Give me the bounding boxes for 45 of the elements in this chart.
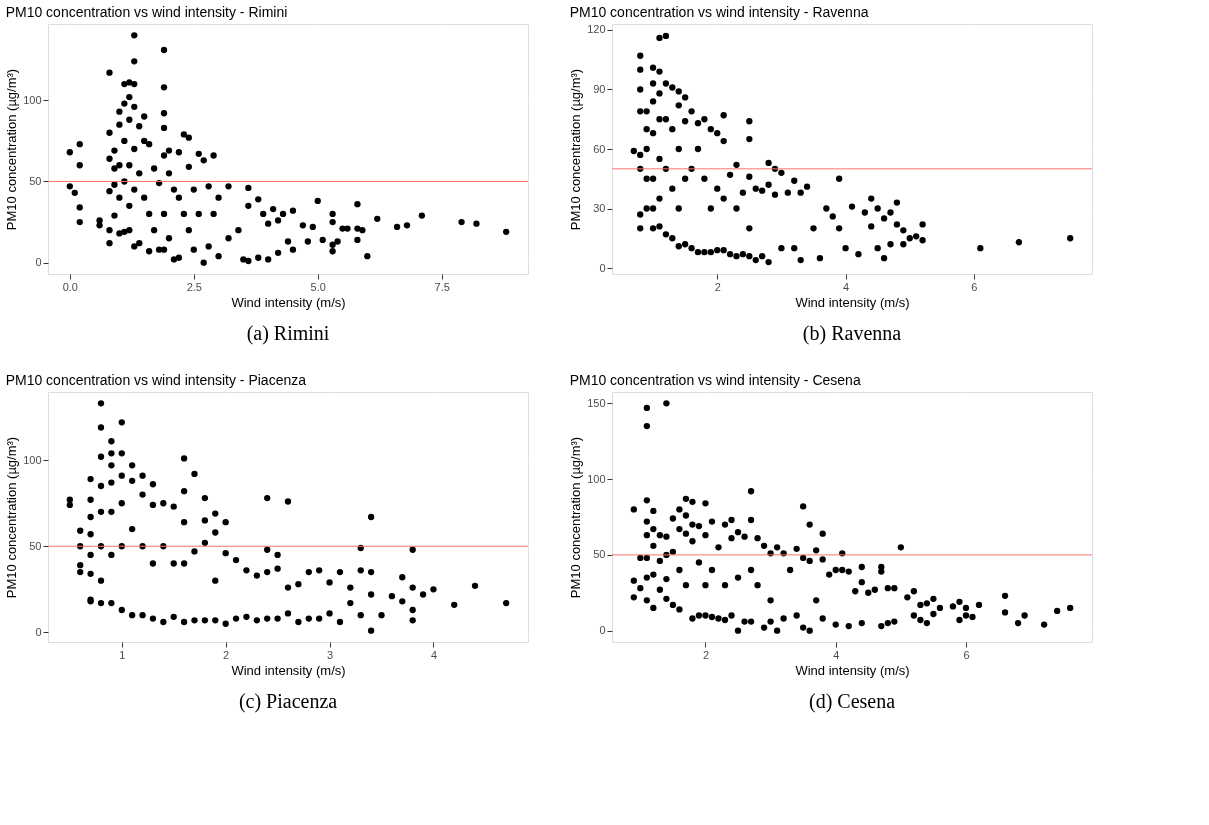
y-tick-label: 50 [29,174,42,187]
x-tick-label: 5.0 [310,280,326,293]
y-tick-label: 100 [23,93,42,106]
text: (a) Rimini [246,322,330,345]
text: (d) Cesena [808,690,896,713]
chart-title: PM10 concentration vs wind intensity - Rimini [5,4,288,20]
chart-title: PM10 concentration vs wind intensity - Cesena [569,372,861,388]
x-tick-label: 2 [702,648,710,661]
x-tick-label: 1 [119,648,126,661]
y-tick-label: 50 [29,539,42,552]
y-axis-title: PM10 concentration (µg/m³) [4,436,20,599]
x-tick-label: 2 [714,280,721,293]
y-tick-label: 0 [599,624,606,637]
y-tick-label: 120 [587,23,606,36]
x-tick-label: 4 [833,648,840,661]
x-axis-title: Wind intensity (m/s) [231,662,346,678]
x-tick-label: 4 [843,280,850,293]
x-tick-label: 3 [327,648,334,661]
y-axis-title: PM10 concentration (µg/m³) [568,436,584,599]
y-tick-label: 100 [23,453,42,466]
y-tick-label: 150 [587,396,606,409]
chart-title: PM10 concentration vs wind intensity - Piacenza [5,372,307,388]
y-tick-label: 0 [599,261,606,274]
x-axis-title: Wind intensity (m/s) [795,294,910,310]
chart-title: PM10 concentration vs wind intensity - Ravenna [569,3,869,20]
x-axis-title: Wind intensity (m/s) [231,294,346,310]
y-tick-label: 90 [593,82,606,95]
y-tick-label: 30 [593,202,606,215]
x-tick-label: 6 [963,648,970,661]
y-tick-label: 0 [35,625,42,638]
y-tick-label: 100 [587,472,606,485]
x-tick-label: 7.5 [434,280,450,293]
x-tick-label: 2 [223,648,230,661]
y-axis-title: PM10 concentration (µg/m³) [4,68,20,231]
y-axis-title: PM10 concentration (µg/m³) [568,68,584,231]
x-axis-title: Wind intensity (m/s) [795,662,910,678]
x-tick-label: 0.0 [62,280,78,293]
text: (c) Piacenza [238,690,338,713]
y-tick-label: 50 [593,548,606,561]
y-tick-label: 60 [593,142,606,155]
y-tick-label: 0 [35,256,42,269]
x-tick-label: 2.5 [186,280,202,293]
x-tick-label: 4 [430,648,438,661]
x-tick-label: 6 [971,280,978,293]
text: (b) Ravenna [802,322,902,345]
